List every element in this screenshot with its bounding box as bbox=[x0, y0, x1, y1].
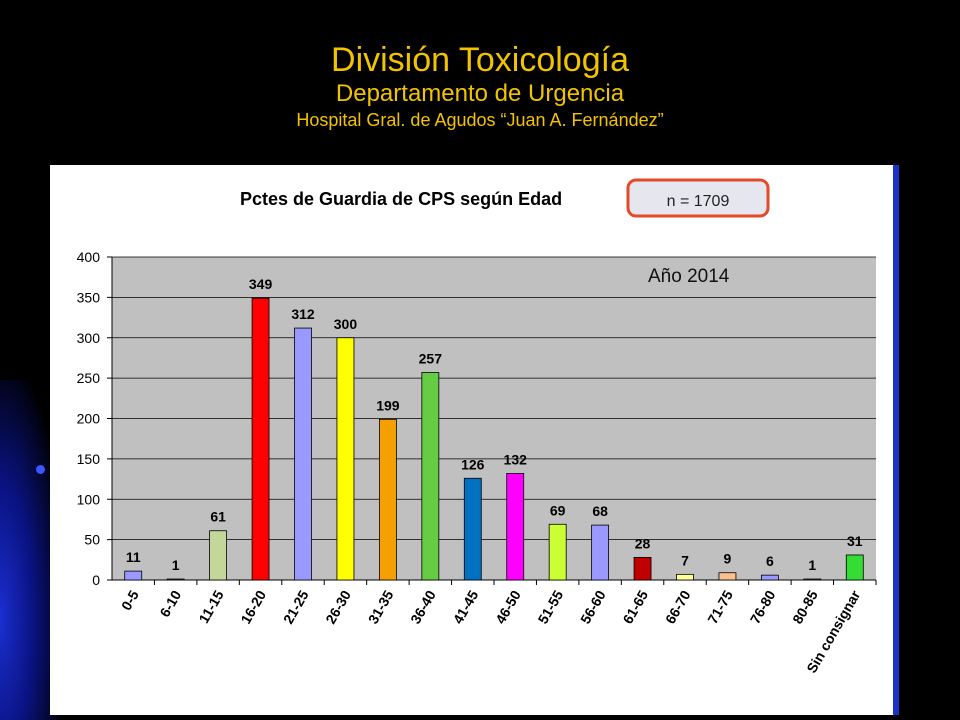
bar bbox=[166, 578, 185, 581]
y-tick-label: 250 bbox=[77, 370, 101, 386]
bar bbox=[463, 477, 482, 581]
y-tick-label: 200 bbox=[77, 411, 101, 427]
data-label: 1 bbox=[808, 557, 816, 573]
x-tick-label: 71-75 bbox=[704, 587, 736, 626]
bar bbox=[336, 337, 355, 581]
data-label: 68 bbox=[592, 503, 608, 519]
x-tick-label: 46-50 bbox=[492, 587, 524, 626]
panel-edge bbox=[893, 165, 899, 715]
y-tick-label: 100 bbox=[77, 491, 101, 507]
data-label: 132 bbox=[504, 451, 528, 467]
data-label: 7 bbox=[681, 552, 689, 568]
year-label: Año 2014 bbox=[648, 266, 730, 287]
bar bbox=[378, 418, 397, 581]
x-tick-label: 56-60 bbox=[577, 587, 609, 626]
data-label: 31 bbox=[847, 533, 863, 549]
bar bbox=[591, 524, 610, 581]
data-label: 6 bbox=[766, 553, 774, 569]
bar bbox=[506, 473, 525, 581]
chart-title: Pctes de Guardia de CPS según Edad bbox=[240, 189, 562, 209]
y-tick-label: 150 bbox=[77, 451, 101, 467]
data-label: 349 bbox=[249, 276, 273, 292]
y-tick-label: 50 bbox=[84, 532, 100, 548]
bullet-dot bbox=[36, 465, 45, 474]
y-tick-label: 350 bbox=[77, 289, 101, 305]
n-label: n = 1709 bbox=[667, 193, 730, 210]
data-label: 1 bbox=[172, 557, 180, 573]
bar bbox=[124, 570, 143, 581]
x-tick-label: 41-45 bbox=[450, 587, 482, 626]
bar bbox=[633, 556, 652, 581]
slide-header: División Toxicología Departamento de Urg… bbox=[0, 40, 960, 132]
data-label: 312 bbox=[291, 306, 315, 322]
x-tick-label: 80-85 bbox=[789, 587, 821, 626]
x-tick-label: 61-65 bbox=[619, 587, 651, 626]
x-tick-label: 36-40 bbox=[407, 587, 439, 626]
bar bbox=[718, 572, 737, 581]
data-label: 257 bbox=[419, 350, 443, 366]
bar bbox=[548, 523, 567, 581]
data-label: 126 bbox=[461, 456, 485, 472]
n-badge bbox=[626, 178, 770, 218]
slide-title: División Toxicología bbox=[331, 41, 629, 79]
bar bbox=[676, 573, 694, 581]
data-label: 9 bbox=[724, 551, 732, 567]
hospital-name: Hospital Gral. de Agudos “Juan A. Fernán… bbox=[296, 110, 664, 130]
x-tick-label: 66-70 bbox=[662, 587, 694, 626]
x-tick-label: 11-15 bbox=[195, 587, 226, 626]
x-tick-label: 26-30 bbox=[322, 587, 354, 626]
x-tick-label: 21-25 bbox=[280, 587, 312, 626]
data-label: 69 bbox=[550, 502, 566, 518]
x-tick-label: 0-5 bbox=[118, 587, 142, 613]
y-tick-label: 400 bbox=[77, 249, 101, 265]
bar bbox=[760, 574, 779, 581]
x-tick-label: 31-35 bbox=[365, 587, 397, 626]
bar bbox=[251, 297, 270, 581]
x-tick-label: 76-80 bbox=[747, 587, 779, 626]
y-tick-label: 0 bbox=[92, 572, 100, 588]
bar bbox=[803, 578, 822, 581]
data-label: 11 bbox=[126, 549, 141, 565]
x-tick-label: 6-10 bbox=[156, 587, 184, 619]
data-label: 199 bbox=[376, 397, 400, 413]
bar bbox=[845, 554, 864, 581]
bar bbox=[294, 327, 312, 581]
data-label: 300 bbox=[334, 316, 358, 332]
data-label: 61 bbox=[210, 509, 226, 525]
y-tick-label: 300 bbox=[77, 330, 101, 346]
bar bbox=[421, 372, 440, 581]
bar bbox=[209, 530, 228, 581]
x-tick-label: 51-55 bbox=[535, 587, 567, 626]
x-tick-label: 16-20 bbox=[237, 587, 269, 626]
slide-subtitle: Departamento de Urgencia bbox=[335, 80, 625, 107]
data-label: 28 bbox=[635, 535, 651, 551]
